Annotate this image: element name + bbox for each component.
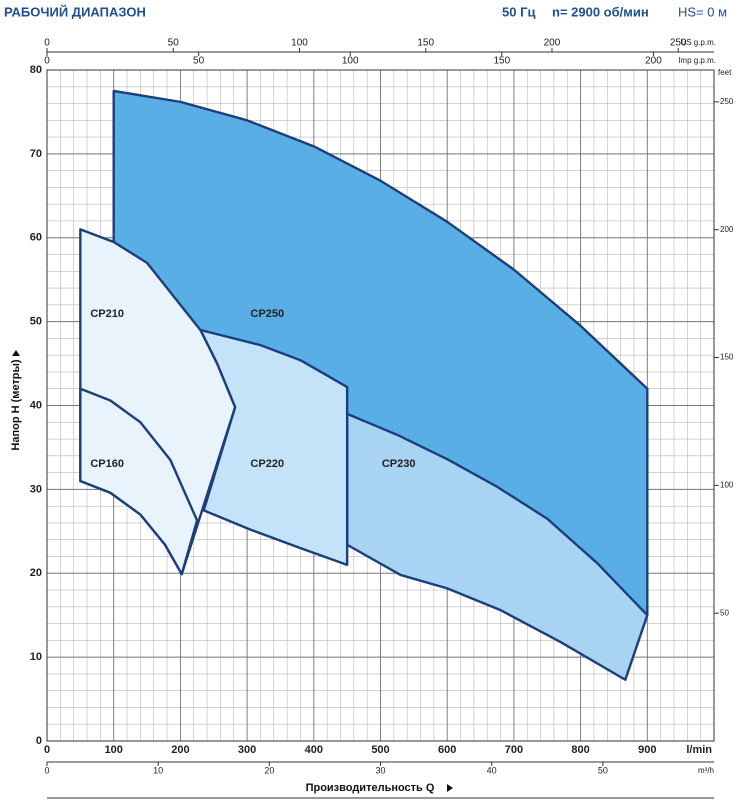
y-tick-label: 80 — [30, 64, 42, 76]
x-axis-label: Производительность Q — [306, 782, 435, 794]
x-unit-label: l/min — [686, 744, 712, 756]
y-tick-label: 70 — [30, 148, 42, 160]
right-axis-label: feet — [718, 68, 732, 77]
x-tick-label: 100 — [105, 744, 123, 756]
bottom-tick-label: 30 — [375, 765, 385, 775]
y-tick-label: 10 — [30, 651, 42, 663]
top-tick-label: 0 — [44, 38, 50, 49]
subtitle-speed: n= 2900 об/мин — [552, 4, 649, 19]
top-tick-label: 50 — [168, 38, 180, 49]
top-tick-label: 200 — [645, 56, 662, 67]
y-tick-label: 0 — [36, 735, 42, 747]
top-axis-label: Imp g.p.m. — [678, 56, 716, 65]
x-tick-label: 500 — [371, 744, 389, 756]
arrow — [447, 784, 453, 792]
x-tick-label: 600 — [438, 744, 456, 756]
right-tick-label: 50 — [720, 608, 729, 617]
region-label: CP250 — [250, 308, 284, 320]
y-tick-label: 30 — [30, 483, 42, 495]
arrow — [12, 350, 20, 356]
region-label: CP220 — [250, 458, 284, 470]
x-tick-label: 200 — [171, 744, 189, 756]
y-axis-label: Напор H (метры) — [10, 359, 22, 450]
y-tick-label: 50 — [30, 316, 42, 328]
subtitle-frequency: 50 Гц — [502, 4, 535, 19]
x-tick-label: 300 — [238, 744, 256, 756]
y-tick-label: 40 — [30, 399, 42, 411]
x-tick-label: 0 — [44, 744, 50, 756]
top-tick-label: 150 — [417, 38, 434, 49]
x-tick-label: 700 — [505, 744, 523, 756]
top-tick-label: 100 — [342, 56, 359, 67]
bottom-tick-label: 10 — [153, 765, 163, 775]
bottom-tick-label: 0 — [44, 765, 49, 775]
x-tick-label: 400 — [305, 744, 323, 756]
x-tick-label: 900 — [638, 744, 656, 756]
y-tick-label: 60 — [30, 232, 42, 244]
region-label: CP160 — [90, 458, 124, 470]
region-label: CP210 — [90, 308, 124, 320]
chart-title: РАБОЧИЙ ДИАПАЗОН — [4, 4, 146, 19]
x-tick-label: 800 — [571, 744, 589, 756]
top-tick-label: 200 — [544, 38, 561, 49]
region — [79, 387, 199, 576]
right-tick-label: 150 — [720, 353, 734, 362]
plot-frame — [46, 69, 715, 742]
region — [345, 412, 649, 681]
bottom-tick-label: 20 — [264, 765, 274, 775]
right-tick-label: 250 — [720, 97, 734, 106]
top-tick-label: 100 — [291, 38, 308, 49]
top-tick-label: 250 — [670, 38, 687, 49]
y-tick-label: 20 — [30, 567, 42, 579]
top-axis-label: US g.p.m. — [680, 38, 716, 47]
region-label: CP230 — [382, 458, 416, 470]
right-tick-label: 100 — [720, 480, 734, 489]
bottom-tick-label: 40 — [487, 765, 497, 775]
bottom-axis-label: m³/h — [698, 766, 714, 775]
right-tick-label: 200 — [720, 225, 734, 234]
top-tick-label: 50 — [193, 56, 205, 67]
subtitle-suction: HS= 0 м — [678, 4, 727, 19]
bottom-tick-label: 50 — [598, 765, 608, 775]
top-tick-label: 150 — [493, 56, 510, 67]
top-tick-label: 0 — [44, 56, 50, 67]
